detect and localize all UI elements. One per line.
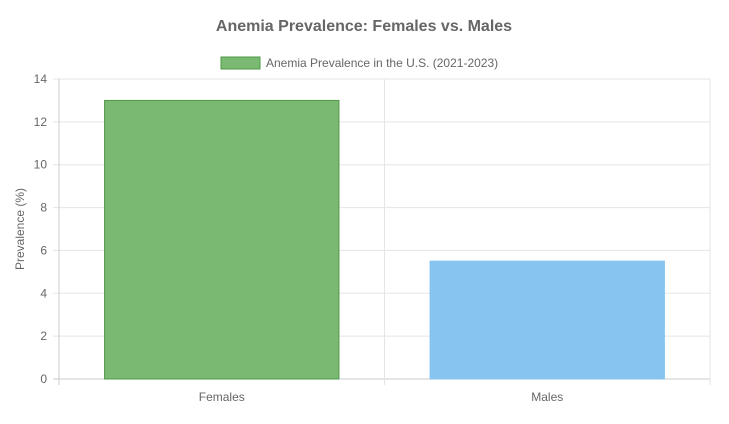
chart-title: Anemia Prevalence: Females vs. Males <box>216 18 512 35</box>
y-tick-label: 2 <box>40 329 47 343</box>
legend-swatch <box>220 56 261 70</box>
y-tick-label: 4 <box>40 286 47 300</box>
y-tick-label: 12 <box>34 115 48 129</box>
y-tick-label: 8 <box>40 201 47 215</box>
bar-males[interactable] <box>429 260 665 380</box>
legend-label: Anemia Prevalence in the U.S. (2021-2023… <box>266 56 498 70</box>
x-tick-label: Males <box>531 390 563 404</box>
y-tick-label: 6 <box>40 243 47 257</box>
legend[interactable]: Anemia Prevalence in the U.S. (2021-2023… <box>220 56 498 70</box>
y-axis-label: Prevalence (%) <box>13 188 27 270</box>
y-tick-label: 10 <box>34 158 48 172</box>
x-tick-label: Females <box>199 390 245 404</box>
axis-ticks: 0 2 4 6 8 10 12 14 Females Males <box>34 72 564 404</box>
bars <box>104 99 665 380</box>
y-tick-label: 0 <box>40 372 47 386</box>
y-tick-label: 14 <box>34 72 48 86</box>
bar-females[interactable] <box>104 99 340 380</box>
